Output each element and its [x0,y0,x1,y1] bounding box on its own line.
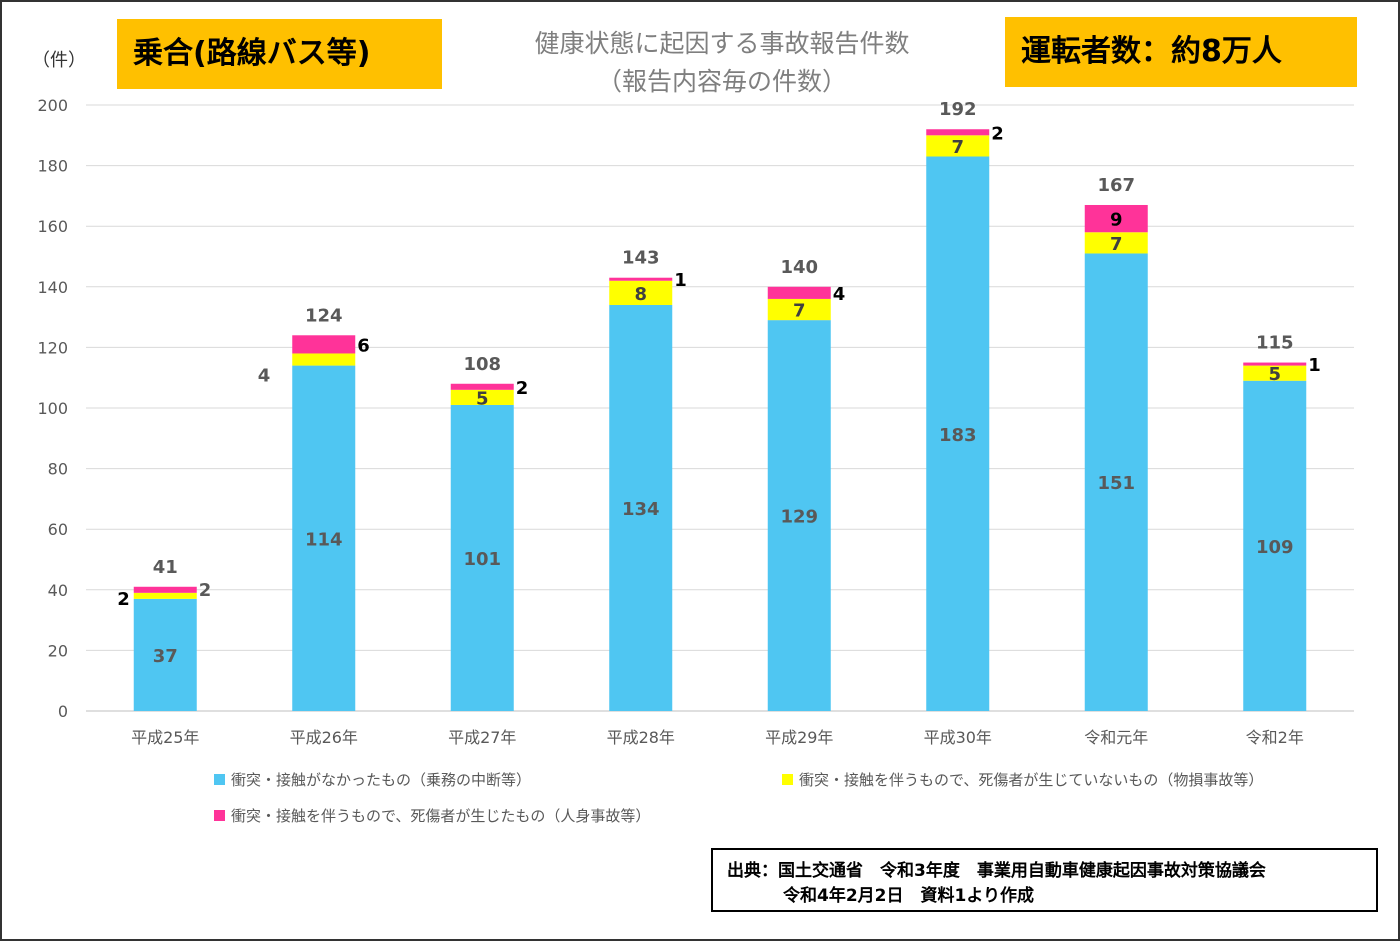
bar-segment-3 [926,129,990,136]
y-tick-label: 200 [37,96,68,115]
bar-segment-1 [1084,253,1148,711]
x-tick-label: 平成30年 [924,728,992,747]
category-badge: 乗合(路線バス等) [117,19,442,89]
bar-value-label: 4 [258,366,271,387]
bar-value-label: 5 [476,388,489,409]
bar-segment-1 [926,156,990,711]
bar-segment-2 [767,298,831,321]
bar-segment-3 [1243,362,1307,366]
bar-segment-2 [450,389,514,405]
bar-value-label: 183 [939,425,977,446]
y-tick-label: 180 [37,157,68,176]
bar-value-label: 6 [357,335,370,356]
y-tick-label: 120 [37,338,68,357]
bar-value-label: 101 [463,549,501,570]
bar-segment-3 [1084,204,1148,233]
source-line-2: 令和4年2月2日 資料1より作成 [783,886,1034,906]
bar-value-label: 7 [951,137,964,158]
y-tick-label: 60 [48,520,68,539]
bar-value-label: 129 [780,507,818,528]
bar-total-label: 41 [153,557,178,578]
bar-segment-2 [609,280,673,305]
y-tick-label: 20 [48,641,68,660]
x-tick-label: 平成26年 [290,728,358,747]
bar-total-label: 140 [780,257,818,278]
bar-total-label: 143 [622,248,660,269]
y-tick-label: 0 [58,702,68,721]
bar-value-label: 5 [1268,364,1281,385]
bar-segment-3 [133,586,197,593]
bar-value-label: 7 [793,301,806,322]
bar-segment-1 [767,320,831,711]
bar-segment-2 [292,353,356,366]
y-axis-unit-label: （件） [32,50,86,71]
bar-total-label: 192 [939,99,977,120]
bar-value-label: 7 [1110,234,1123,255]
bar-segment-3 [609,277,673,281]
y-tick-label: 40 [48,581,68,600]
bar-segment-1 [133,598,197,711]
bar-segment-3 [292,335,356,354]
bar-segment-3 [450,383,514,390]
bar-value-label: 151 [1097,473,1135,494]
chart-title: 健康状態に起因する事故報告件数 [534,29,910,58]
x-tick-label: 平成25年 [131,728,199,747]
bar-value-label: 109 [1256,537,1294,558]
bar-value-label: 1 [1308,355,1321,376]
bar-total-label: 115 [1256,333,1294,354]
legend-swatch [214,774,225,785]
bar-segment-3 [767,286,831,299]
bar-value-label: 134 [622,499,660,520]
legend-label: 衝突・接触を伴うもので、死傷者が生じたもの（人身事故等） [231,807,650,825]
x-tick-label: 平成27年 [448,728,516,747]
driver-count-badge: 運転者数：約8万人 [1005,17,1357,87]
bar-value-label: 2 [516,378,529,399]
bar-value-label: 114 [305,529,343,550]
bar-segment-1 [292,365,356,711]
legend-swatch [782,774,793,785]
x-tick-label: 令和2年 [1246,728,1304,747]
bar-total-label: 167 [1097,175,1135,196]
bar-value-label: 2 [991,123,1004,144]
source-line-1: 出典：国土交通省 令和3年度 事業用自動車健康起因事故対策協議会 [727,861,1266,881]
legend-label: 衝突・接触がなかったもの（乗務の中断等） [231,771,531,789]
bar-segment-2 [926,135,990,157]
x-tick-label: 平成29年 [765,728,833,747]
bar-value-label: 2 [117,589,130,610]
bar-value-label: 8 [634,284,647,305]
bar-segment-2 [133,592,197,599]
y-tick-label: 140 [37,278,68,297]
bar-segment-1 [1243,380,1307,711]
bar-value-label: 1 [674,270,687,291]
x-tick-label: 令和元年 [1084,728,1148,747]
chart-subtitle: （報告内容毎の件数） [596,67,847,96]
bar-total-label: 108 [463,354,501,375]
bar-value-label: 2 [199,580,212,601]
legend-label: 衝突・接触を伴うもので、死傷者が生じていないもの（物損事故等） [799,771,1263,789]
bar-value-label: 4 [833,284,846,305]
bar-value-label: 9 [1110,210,1123,231]
bar-segment-1 [609,304,673,711]
bar-segment-2 [1084,232,1148,254]
y-tick-label: 80 [48,460,68,479]
bar-segment-2 [1243,365,1307,381]
source-note-box: 出典：国土交通省 令和3年度 事業用自動車健康起因事故対策協議会 令和4年2月2… [711,848,1378,912]
bar-segment-1 [450,404,514,711]
legend-swatch [214,810,225,821]
y-tick-label: 160 [37,217,68,236]
x-tick-label: 平成28年 [607,728,675,747]
y-tick-label: 100 [37,399,68,418]
bar-value-label: 37 [153,646,178,667]
bar-total-label: 124 [305,305,343,326]
